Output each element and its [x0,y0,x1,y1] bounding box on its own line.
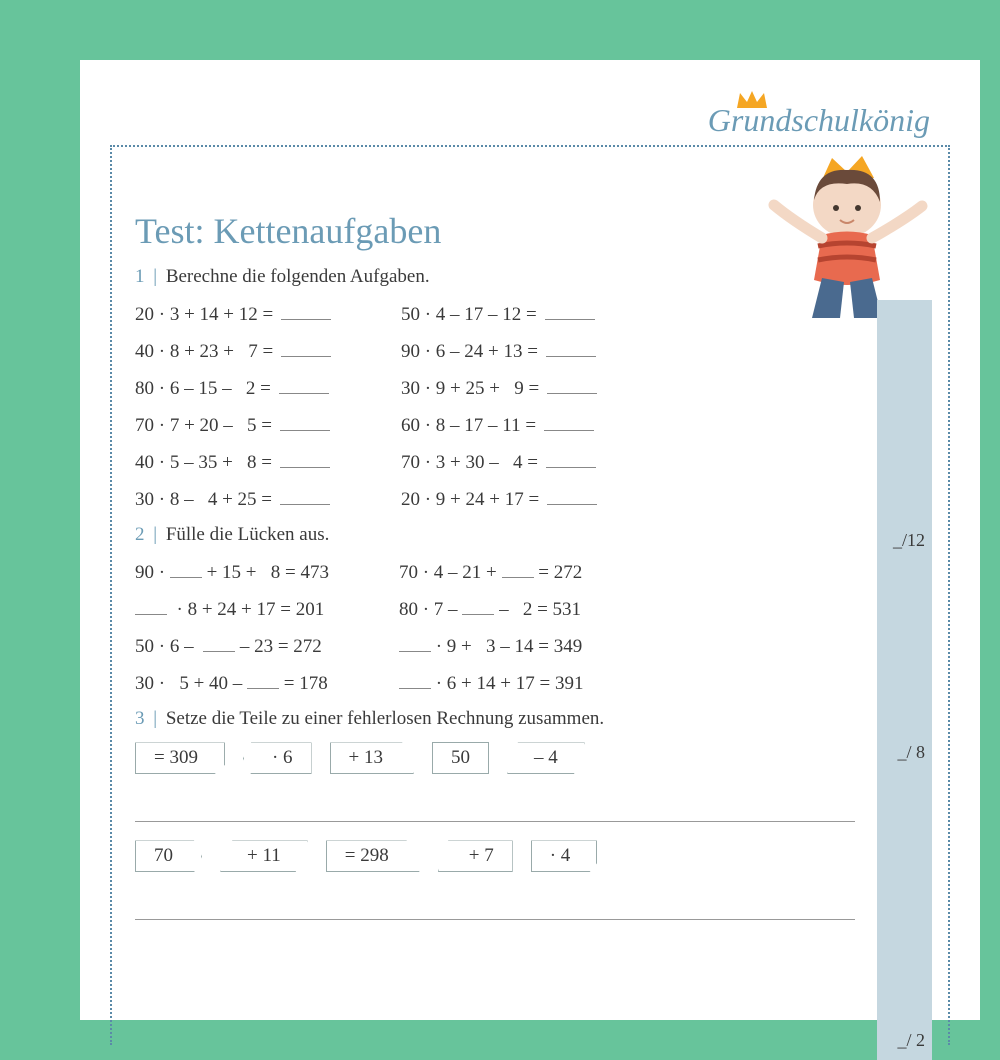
answer-line[interactable] [135,886,855,920]
answer-blank[interactable] [546,451,596,468]
problems-right-col: 70 · 4 – 21 + = 27280 · 7 – – 2 = 531 · … [399,554,583,702]
problem-line: · 6 + 14 + 17 = 391 [399,665,583,702]
problem-line: 40 · 5 – 35 + 8 = [135,444,331,481]
answer-blank[interactable] [547,488,597,505]
answer-blank[interactable] [281,340,331,357]
puzzle-tile[interactable]: + 7 [438,840,513,872]
section-num: 2 [135,524,145,545]
problems-left-col: 20 · 3 + 14 + 12 = 40 · 8 + 23 + 7 = 80 … [135,296,331,518]
problem-line: 50 · 6 – – 23 = 272 [135,628,329,665]
problems-right-col: 50 · 4 – 17 – 12 = 90 · 6 – 24 + 13 = 30… [401,296,597,518]
brand-title: Grundschulkönig [708,102,930,139]
section-3-tiles: = 309 · 6 + 13 50 – 4 70 + 11 = 298 + 7 · 4 [135,742,935,920]
section-instruction: Berechne die folgenden Aufgaben. [166,266,430,287]
puzzle-tile[interactable]: 50 [432,742,489,774]
answer-blank[interactable] [280,414,330,431]
problem-line: 30 · 8 – 4 + 25 = [135,481,331,518]
fill-blank[interactable] [462,598,494,615]
section-num: 3 [135,708,145,729]
problem-line: 40 · 8 + 23 + 7 = [135,333,331,370]
fill-blank[interactable] [170,561,202,578]
section-1-head: 1 | Berechne die folgenden Aufgaben. [135,266,935,288]
answer-blank[interactable] [545,303,595,320]
fill-blank[interactable] [399,635,431,652]
section-2-head: 2 | Fülle die Lücken aus. [135,524,935,546]
section-num: 1 [135,266,145,287]
problem-line: 90 · 6 – 24 + 13 = [401,333,597,370]
problem-line: 80 · 7 – – 2 = 531 [399,591,583,628]
answer-blank[interactable] [547,377,597,394]
problem-line: 30 · 9 + 25 + 9 = [401,370,597,407]
problem-line: 60 · 8 – 17 – 11 = [401,407,597,444]
problem-line: 20 · 9 + 24 + 17 = [401,481,597,518]
divider-bar: | [153,266,157,287]
answer-blank[interactable] [546,340,596,357]
problem-line: 70 · 3 + 30 – 4 = [401,444,597,481]
answer-blank[interactable] [280,451,330,468]
problem-line: 50 · 4 – 17 – 12 = [401,296,597,333]
tile-row: 70 + 11 = 298 + 7 · 4 [135,840,935,872]
section-1-problems: 20 · 3 + 14 + 12 = 40 · 8 + 23 + 7 = 80 … [135,296,935,518]
divider-bar: | [153,708,157,729]
problem-line: 80 · 6 – 15 – 2 = [135,370,331,407]
problem-line: 70 · 7 + 20 – 5 = [135,407,331,444]
fill-blank[interactable] [203,635,235,652]
puzzle-tile[interactable]: · 6 [243,742,312,774]
section-instruction: Fülle die Lücken aus. [166,524,330,545]
score-3: _/ 2 [897,1030,925,1051]
puzzle-tile[interactable]: – 4 [507,742,585,774]
fill-blank[interactable] [399,672,431,689]
worksheet-page: Grundschulkönig _/12 _/ 8 _/ 2 Test: Ket… [80,60,980,1020]
puzzle-tile[interactable]: · 4 [531,840,598,872]
tile-row: = 309 · 6 + 13 50 – 4 [135,742,935,774]
problem-line: 20 · 3 + 14 + 12 = [135,296,331,333]
puzzle-tile[interactable]: = 298 [326,840,420,872]
answer-blank[interactable] [279,377,329,394]
problems-left-col: 90 · + 15 + 8 = 473 · 8 + 24 + 17 = 2015… [135,554,329,702]
puzzle-tile[interactable]: 70 [135,840,202,872]
divider-bar: | [153,524,157,545]
problem-line: · 9 + 3 – 14 = 349 [399,628,583,665]
answer-line[interactable] [135,788,855,822]
problem-line: · 8 + 24 + 17 = 201 [135,591,329,628]
fill-blank[interactable] [247,672,279,689]
content-area: Test: Kettenaufgaben 1 | Berechne die fo… [135,210,935,938]
page-title: Test: Kettenaufgaben [135,210,935,252]
problem-line: 30 · 5 + 40 – = 178 [135,665,329,702]
answer-blank[interactable] [280,488,330,505]
section-2-problems: 90 · + 15 + 8 = 473 · 8 + 24 + 17 = 2015… [135,554,935,702]
puzzle-tile[interactable]: + 11 [220,840,308,872]
puzzle-tile[interactable]: = 309 [135,742,225,774]
fill-blank[interactable] [135,598,167,615]
problem-line: 70 · 4 – 21 + = 272 [399,554,583,591]
section-3-head: 3 | Setze die Teile zu einer fehlerlosen… [135,708,935,730]
fill-blank[interactable] [502,561,534,578]
puzzle-tile[interactable]: + 13 [330,742,414,774]
section-instruction: Setze die Teile zu einer fehlerlosen Rec… [166,708,604,729]
answer-blank[interactable] [281,303,331,320]
answer-blank[interactable] [544,414,594,431]
problem-line: 90 · + 15 + 8 = 473 [135,554,329,591]
